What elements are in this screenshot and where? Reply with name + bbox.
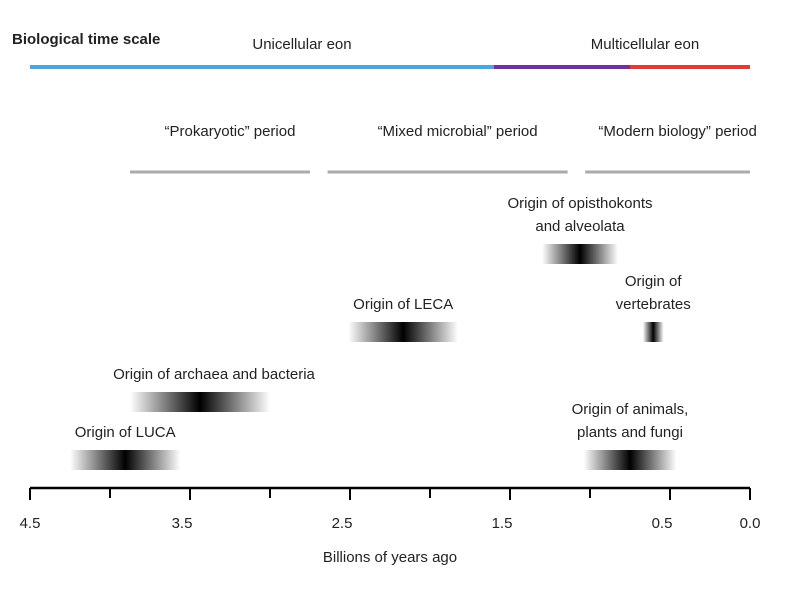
x-axis-label: Billions of years ago <box>323 549 457 566</box>
event-bar <box>348 322 458 342</box>
event-label: Origin of LUCA <box>75 424 176 441</box>
x-tick-label: 3.5 <box>172 515 193 532</box>
eon-label: Unicellular eon <box>252 36 351 53</box>
event-label: and alveolata <box>535 218 625 235</box>
period-label: “Mixed microbial” period <box>378 123 538 140</box>
x-tick-label: 4.5 <box>20 515 41 532</box>
event-label: Origin of animals, <box>572 401 689 418</box>
x-tick-label: 2.5 <box>332 515 353 532</box>
event-label: Origin of <box>625 273 683 290</box>
period-label: “Prokaryotic” period <box>165 123 296 140</box>
event-label: vertebrates <box>616 296 691 313</box>
x-tick-label: 1.5 <box>492 515 513 532</box>
period-label: “Modern biology” period <box>598 123 756 140</box>
event-label: plants and fungi <box>577 424 683 441</box>
event-bar <box>642 322 664 342</box>
event-label: Origin of opisthokonts <box>507 195 652 212</box>
event-bar <box>583 450 677 470</box>
event-bar <box>130 392 270 412</box>
event-bar <box>70 450 181 470</box>
eon-label: Multicellular eon <box>591 36 699 53</box>
x-tick-label: 0.5 <box>652 515 673 532</box>
chart-title: Biological time scale <box>12 31 160 48</box>
x-tick-label: 0.0 <box>740 515 761 532</box>
event-label: Origin of archaea and bacteria <box>113 366 315 383</box>
event-label: Origin of LECA <box>353 296 453 313</box>
event-bar <box>542 244 618 264</box>
